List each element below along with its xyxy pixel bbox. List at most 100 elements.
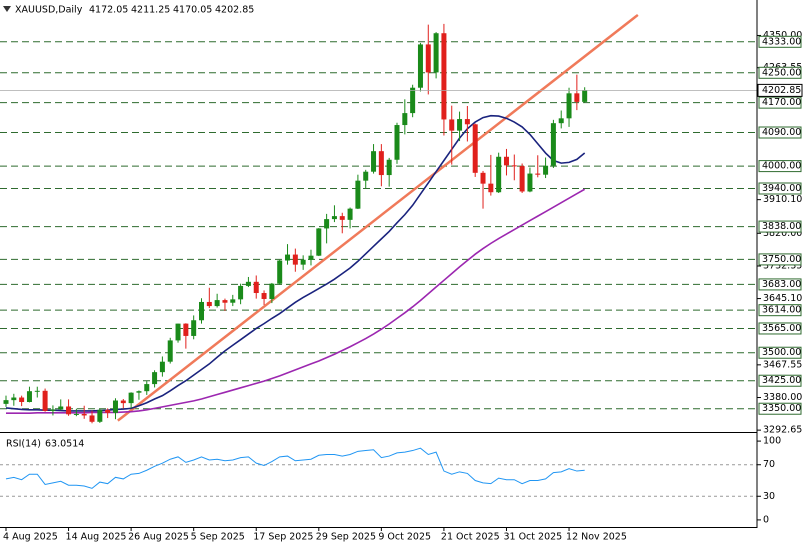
candle-body	[316, 228, 322, 256]
level-label: 4000.00	[762, 161, 801, 172]
candle-body	[496, 156, 502, 193]
level-label: 4170.00	[762, 97, 801, 108]
candle-body	[73, 413, 79, 415]
candle-body	[112, 400, 118, 413]
x-tick-label: 14 Aug 2025	[66, 532, 127, 543]
symbol-icon	[3, 6, 11, 12]
candle-body	[566, 93, 572, 119]
candle-body	[425, 44, 431, 73]
level-label: 3838.00	[762, 221, 801, 232]
level-label: 3425.00	[762, 375, 801, 386]
candle-body	[97, 409, 103, 422]
level-label-box	[758, 96, 802, 109]
candle-body	[206, 301, 212, 307]
moving-average	[5, 114, 586, 412]
candle-body	[300, 259, 306, 265]
level-label-box	[758, 35, 802, 48]
candle-body	[503, 156, 509, 166]
rsi-tick-label: 0	[763, 514, 769, 525]
x-tick-label: 29 Sep 2025	[316, 532, 376, 543]
high-price: 4211.25	[131, 5, 170, 16]
y-tick-label: 3910.10	[763, 194, 802, 205]
x-tick-label: 21 Oct 2025	[441, 532, 500, 543]
candle-body	[66, 406, 72, 415]
candle-body	[89, 415, 95, 422]
level-label-box	[758, 278, 802, 291]
level-label: 3683.00	[762, 279, 801, 290]
level-label: 3940.00	[762, 183, 801, 194]
x-tick-label: 4 Aug 2025	[3, 532, 58, 543]
candle-body	[535, 173, 541, 175]
candle-body	[394, 125, 400, 160]
y-tick-label: 3732.35	[763, 261, 802, 272]
candle-body	[371, 151, 377, 172]
candle-body	[199, 301, 204, 321]
level-label: 4250.00	[762, 67, 801, 78]
low-price: 4170.05	[173, 5, 212, 16]
candle-body	[402, 113, 408, 126]
moving-average	[6, 188, 586, 415]
candle-body	[167, 340, 173, 362]
candle-body	[331, 216, 337, 220]
candle-body	[285, 254, 291, 261]
candle-body	[144, 384, 150, 392]
candle-body	[355, 180, 361, 209]
y-tick-label: 3467.55	[763, 359, 802, 370]
candle-body	[3, 400, 9, 404]
candle-body	[136, 391, 142, 393]
candle-body	[120, 400, 126, 404]
candle-body	[253, 281, 259, 294]
level-label-box	[758, 402, 802, 415]
level-label-box	[758, 66, 802, 79]
candle-body	[238, 285, 244, 300]
y-tick-label: 3380.00	[763, 392, 802, 403]
candle-body	[464, 119, 470, 125]
level-label-box	[758, 182, 802, 195]
y-tick-label: 3645.10	[763, 293, 802, 304]
candle-body	[417, 44, 423, 88]
candle-body	[347, 208, 353, 220]
open-price: 4172.05	[89, 5, 128, 16]
candle-body	[378, 151, 384, 176]
candle-body	[582, 90, 588, 102]
level-label-box	[758, 374, 802, 387]
plot-layer	[0, 13, 757, 497]
rsi-line	[5, 447, 585, 489]
candle-body	[410, 87, 416, 114]
candle-body	[42, 390, 48, 411]
y-tick-label: 3820.00	[763, 228, 802, 239]
y-tick-label: 4350.00	[763, 30, 802, 41]
candle-body	[175, 323, 181, 341]
level-label: 3350.00	[762, 403, 801, 414]
x-tick-label: 17 Sep 2025	[253, 532, 313, 543]
candle-body	[19, 397, 25, 403]
level-label-box	[758, 253, 802, 266]
candle-body	[519, 166, 525, 192]
level-label: 3614.00	[762, 305, 801, 316]
candle-body	[488, 183, 494, 193]
candle-body	[245, 281, 251, 286]
level-label-box	[758, 220, 802, 233]
x-tick-label: 12 Nov 2025	[566, 532, 627, 543]
level-label-box	[758, 304, 802, 317]
level-label: 4333.00	[762, 36, 801, 47]
candle-body	[261, 293, 267, 299]
trendline	[117, 13, 639, 422]
level-label: 3750.00	[762, 254, 801, 265]
level-label: 3565.00	[762, 323, 801, 334]
candle-body	[105, 409, 111, 413]
candle-body	[433, 33, 439, 73]
x-tick-label: 26 Aug 2025	[128, 532, 189, 543]
candle-body	[191, 320, 197, 336]
current-price-label: 4202.85	[762, 85, 801, 96]
candle-body	[386, 159, 392, 176]
candle-body	[292, 254, 298, 265]
candle-body	[159, 361, 165, 373]
candle-body	[214, 300, 220, 307]
candle-body	[543, 165, 549, 175]
candle-body	[472, 124, 478, 173]
candle-body	[222, 300, 228, 303]
candle-body	[511, 165, 517, 167]
rsi-tick-label: 30	[763, 491, 775, 502]
